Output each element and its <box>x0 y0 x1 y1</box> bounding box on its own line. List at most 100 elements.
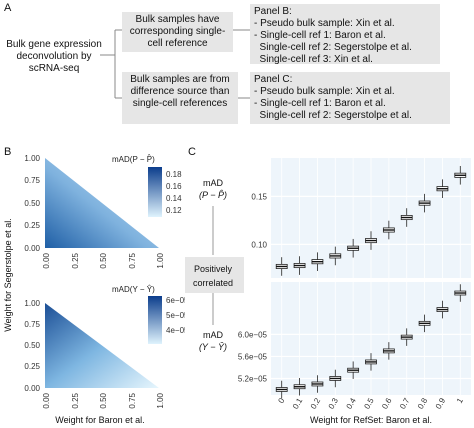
b-bot-legend-bar <box>148 296 162 344</box>
panel-b-label: B <box>4 146 12 158</box>
c-bottom-box-0.7 <box>400 328 413 346</box>
c-xtick-0.6: 0.6 <box>380 396 394 411</box>
b-top-xtick-025: 0.25 <box>71 252 80 268</box>
c-top-boxes <box>275 165 467 276</box>
panel-c-info-title: Panel C: <box>254 74 293 85</box>
c-bottom-box-0.8 <box>418 314 431 333</box>
c-bottom-box-0.4 <box>347 361 360 379</box>
c-bottom-box-0.1 <box>293 377 306 396</box>
c-yticks: 0.10 0.15 5.2e−05 5.6e−05 6.0e−05 <box>238 192 268 383</box>
b-bot-xtick-000: 0.00 <box>42 392 51 408</box>
b-top-legend-tick-4: 0.12 <box>166 206 182 215</box>
panel-b-info-title: Panel B: <box>254 6 292 17</box>
b-bot-ytick-100: 1.00 <box>24 299 40 308</box>
b-bot-legend-tick-1: 6e−05 <box>166 296 185 305</box>
c-xtick-0.8: 0.8 <box>416 396 430 411</box>
b-top-legend-bar <box>148 167 162 217</box>
panel-c-svg: 0.10 0.15 5.2e−05 5.6e−05 6.0e−05 0 0.1 0.2 0.3… <box>185 158 471 425</box>
b-top-xtick-075: 0.75 <box>128 252 137 268</box>
b-top-triangle <box>45 158 159 248</box>
b-top-legend-title: mAD(P − P̂) <box>112 155 155 164</box>
c-bottom-ytick: 6.0e−05 <box>238 330 268 339</box>
panel-b-info-line-1: - Pseudo bulk sample: Xin et al. <box>254 18 395 29</box>
b-bot-xtick-075: 0.75 <box>128 392 137 408</box>
c-middle-label-2: correlated <box>193 278 233 288</box>
c-top-box-0.8 <box>418 193 431 213</box>
c-top-box-0.4 <box>347 238 360 258</box>
b-bot-xtick-025: 0.25 <box>71 392 80 408</box>
c-xtick-0.2: 0.2 <box>309 396 323 411</box>
c-xtick-0: 0 <box>276 396 286 405</box>
panel-c-info-line-2: - Single-cell ref 1: Baron et al. <box>254 98 386 109</box>
c-middle-label-1: Positively <box>194 264 233 274</box>
c-top-box-0.2 <box>311 252 324 271</box>
c-top-sub: (P − P̂) <box>199 190 227 200</box>
c-bottom-ytick: 5.6e−05 <box>238 352 268 361</box>
b-bot-ytick-000: 0.00 <box>24 384 40 393</box>
panel-b-info-line-2: - Single-cell ref 1: Baron et al. <box>254 30 386 41</box>
flow-connectors <box>100 29 250 99</box>
b-bottom-triangle <box>45 303 159 388</box>
b-top-ytick-025: 0.25 <box>24 221 40 230</box>
c-top-box-0.1 <box>293 256 306 275</box>
b-bot-ytick-050: 0.50 <box>24 341 40 350</box>
c-xtick-0.7: 0.7 <box>398 396 412 411</box>
b-top-xtick-100: 1.00 <box>156 252 165 268</box>
b-bot-xtick-100: 1.00 <box>156 392 165 408</box>
b-top-legend-tick-1: 0.18 <box>166 170 182 179</box>
b-ylabel: Weight for Segerstolpe et al. <box>3 218 13 331</box>
panel-b-svg: 1.00 0.75 0.50 0.25 0.00 1.00 0.75 0.50 … <box>3 154 185 425</box>
c-bottom-box-0 <box>275 380 288 399</box>
flow-root-box: Bulk gene expression deconvolution by sc… <box>6 39 102 75</box>
panel-b-info-line-3: Single-cell ref 2: Segerstolpe et al. <box>254 42 412 53</box>
c-xtick-0.9: 0.9 <box>434 396 448 411</box>
panel-b-info-line-4: Single-cell ref 3: Xin et al. <box>254 54 373 65</box>
panel-b-info-box: Panel B: - Pseudo bulk sample: Xin et al… <box>250 4 440 65</box>
b-top-legend-tick-3: 0.14 <box>166 194 182 203</box>
b-top-ytick-100: 1.00 <box>24 154 40 163</box>
flow-branch2-box: Bulk samples are from difference source … <box>122 72 238 124</box>
b-top-ytick-075: 0.75 <box>24 176 40 185</box>
c-xtick-0.4: 0.4 <box>345 396 359 411</box>
flow-branch1-text: Bulk samples have corresponding single-c… <box>129 14 226 49</box>
b-xlabel: Weight for Baron et al. <box>55 415 144 425</box>
c-bottom-boxes <box>275 284 467 399</box>
b-bot-ytick-075: 0.75 <box>24 320 40 329</box>
c-bottom-box-0.3 <box>329 369 342 388</box>
c-xtick-0.3: 0.3 <box>327 396 341 411</box>
c-top-box-0.5 <box>365 231 377 250</box>
c-bottom-box-0.2 <box>311 375 324 393</box>
c-xtick-0.5: 0.5 <box>362 396 376 411</box>
c-top-label: mAD <box>203 178 224 188</box>
c-xtick-0.1: 0.1 <box>291 396 305 411</box>
panel-c-info-line-1: - Pseudo bulk sample: Xin et al. <box>254 86 395 97</box>
b-bot-ytick-025: 0.25 <box>24 362 40 371</box>
c-bottom-box-0.9 <box>436 300 449 319</box>
c-top-ytick: 0.15 <box>251 192 267 201</box>
c-bottom-sub: (Y − Ŷ) <box>199 342 227 352</box>
c-xlabel: Weight for RefSet: Baron et al. <box>310 415 432 425</box>
c-top-box-0.9 <box>436 179 449 199</box>
c-bottom-box-0.5 <box>365 353 377 371</box>
b-bot-xtick-050: 0.50 <box>99 392 108 408</box>
b-top-xtick-000: 0.00 <box>42 252 51 268</box>
flow-branch2-text: Bulk samples are from difference source … <box>130 74 230 109</box>
b-bot-legend-title: mAD(Y − Ŷ) <box>112 285 155 294</box>
flow-branch1-box: Bulk samples have corresponding single-c… <box>122 12 233 52</box>
b-bot-legend-tick-2: 5e−05 <box>166 311 185 320</box>
c-middle-box <box>185 257 244 293</box>
c-xticks: 0 0.1 0.2 0.3 0.4 0.5 0.6 0.7 0.8 0.9 1 <box>276 396 465 411</box>
c-bottom-ytick: 5.2e−05 <box>238 374 268 383</box>
c-xtick-1: 1 <box>455 396 465 405</box>
b-top-ytick-000: 0.00 <box>24 244 40 253</box>
b-bot-legend-tick-3: 4e−05 <box>166 326 185 335</box>
c-top-ytick: 0.10 <box>251 240 267 249</box>
panel-c-info-line-3: Single-cell ref 2: Segerstolpe et al. <box>254 110 412 121</box>
c-top-box-0 <box>275 257 288 276</box>
b-top-xtick-050: 0.50 <box>99 252 108 268</box>
c-bottom-label: mAD <box>203 330 224 340</box>
panel-a-label: A <box>4 2 12 14</box>
c-top-box-0.6 <box>382 220 395 240</box>
c-top-box-0.7 <box>400 208 413 227</box>
panel-c-info-box: Panel C: - Pseudo bulk sample: Xin et al… <box>250 72 450 124</box>
